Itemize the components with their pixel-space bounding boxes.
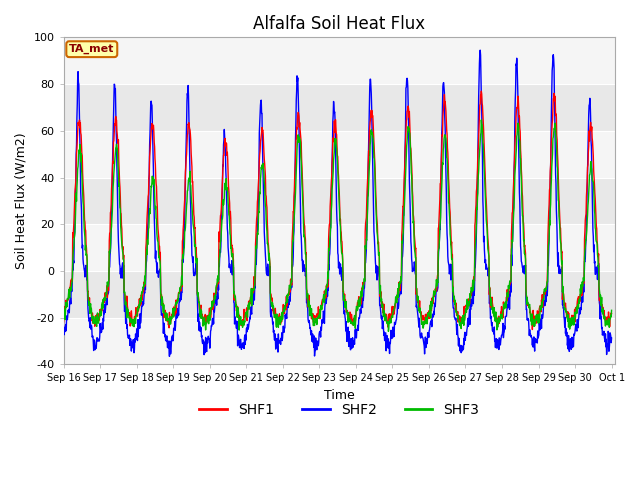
Bar: [63, 84, 615, 131]
Title: Alfalfa Soil Heat Flux: Alfalfa Soil Heat Flux: [253, 15, 426, 33]
Bar: [63, 224, 615, 271]
X-axis label: Time: Time: [324, 389, 355, 402]
Bar: [63, 37, 615, 84]
Bar: [63, 131, 615, 178]
Bar: [63, 318, 615, 364]
Bar: [63, 271, 615, 318]
Legend: SHF1, SHF2, SHF3: SHF1, SHF2, SHF3: [194, 398, 485, 423]
Text: TA_met: TA_met: [69, 44, 115, 54]
Bar: [63, 178, 615, 224]
Y-axis label: Soil Heat Flux (W/m2): Soil Heat Flux (W/m2): [15, 132, 28, 269]
